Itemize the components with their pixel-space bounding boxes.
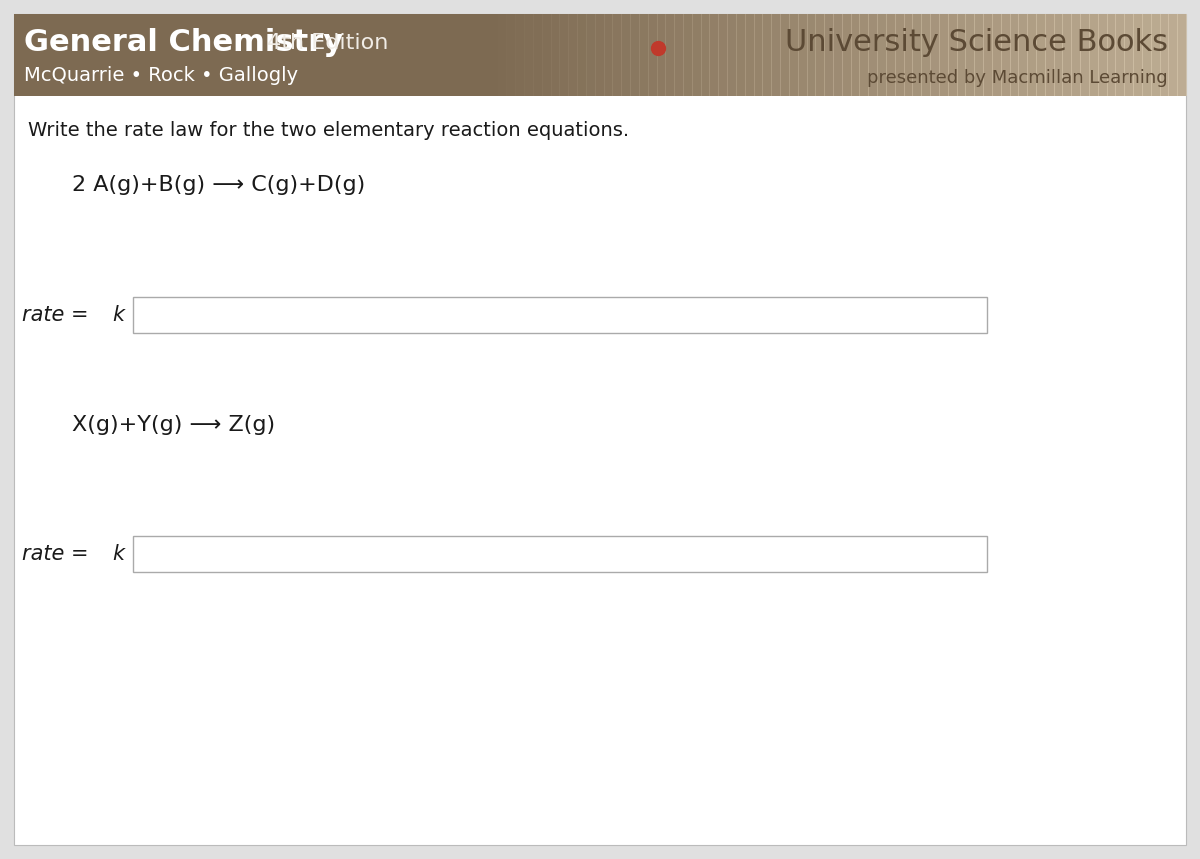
Bar (904, 14, 913, 96)
Bar (824, 14, 834, 96)
Bar (488, 14, 499, 96)
Bar (983, 14, 992, 96)
Bar (745, 14, 755, 96)
Bar (956, 14, 966, 96)
Bar (559, 14, 569, 96)
Bar (1062, 14, 1073, 96)
Bar (656, 14, 666, 96)
Bar (506, 14, 516, 96)
Bar (842, 14, 852, 96)
Bar (1169, 14, 1178, 96)
Bar (1036, 14, 1046, 96)
Bar (974, 14, 984, 96)
Bar (859, 14, 869, 96)
Bar (674, 14, 684, 96)
Bar (1001, 14, 1010, 96)
Bar (815, 14, 826, 96)
Bar (727, 14, 737, 96)
Bar (14, 14, 1186, 96)
Bar (1080, 14, 1090, 96)
Bar (1177, 14, 1187, 96)
Bar (1098, 14, 1108, 96)
Bar (948, 14, 958, 96)
Bar (524, 14, 534, 96)
Bar (691, 14, 702, 96)
Bar (930, 14, 940, 96)
Bar (736, 14, 745, 96)
Bar (480, 14, 490, 96)
Bar (622, 14, 631, 96)
Text: rate =: rate = (22, 305, 95, 325)
Bar (992, 14, 1002, 96)
Bar (1124, 14, 1134, 96)
Bar (586, 14, 595, 96)
Bar (709, 14, 719, 96)
Bar (1019, 14, 1028, 96)
Bar (533, 14, 542, 96)
Text: rate =: rate = (22, 544, 95, 564)
Bar (1142, 14, 1152, 96)
Bar (648, 14, 658, 96)
Bar (638, 14, 649, 96)
Bar (1151, 14, 1160, 96)
Bar (877, 14, 887, 96)
Text: 4th Edition: 4th Edition (260, 33, 389, 52)
Bar (595, 14, 605, 96)
Bar (133, 297, 986, 333)
Text: 2 A(g)+B(g) ⟶ C(g)+D(g): 2 A(g)+B(g) ⟶ C(g)+D(g) (72, 175, 365, 195)
Bar (788, 14, 799, 96)
Bar (780, 14, 790, 96)
Bar (938, 14, 949, 96)
Bar (886, 14, 895, 96)
Bar (1072, 14, 1081, 96)
Bar (577, 14, 587, 96)
Bar (1116, 14, 1126, 96)
Text: k: k (112, 544, 124, 564)
Bar (1159, 14, 1169, 96)
Text: University Science Books: University Science Books (785, 28, 1168, 58)
Bar (806, 14, 816, 96)
Text: General Chemistry: General Chemistry (24, 28, 343, 58)
Bar (683, 14, 692, 96)
Bar (498, 14, 508, 96)
Bar (922, 14, 931, 96)
Bar (133, 536, 986, 572)
Bar (719, 14, 728, 96)
Text: k: k (112, 305, 124, 325)
Bar (1009, 14, 1019, 96)
Text: Write the rate law for the two elementary reaction equations.: Write the rate law for the two elementar… (28, 120, 629, 139)
Bar (630, 14, 640, 96)
Bar (869, 14, 878, 96)
Bar (1088, 14, 1099, 96)
Text: presented by Macmillan Learning: presented by Macmillan Learning (868, 69, 1168, 87)
Bar (1106, 14, 1116, 96)
Bar (833, 14, 842, 96)
Bar (612, 14, 623, 96)
Bar (851, 14, 860, 96)
Bar (541, 14, 552, 96)
Bar (1045, 14, 1055, 96)
Bar (912, 14, 923, 96)
Bar (569, 14, 578, 96)
Bar (762, 14, 773, 96)
Bar (772, 14, 781, 96)
Bar (551, 14, 560, 96)
Bar (604, 14, 613, 96)
Bar (701, 14, 710, 96)
Bar (515, 14, 526, 96)
Text: McQuarrie • Rock • Gallogly: McQuarrie • Rock • Gallogly (24, 66, 298, 85)
Bar (1027, 14, 1037, 96)
Bar (1133, 14, 1142, 96)
Bar (798, 14, 808, 96)
Bar (665, 14, 676, 96)
Bar (965, 14, 976, 96)
Bar (895, 14, 905, 96)
Bar (754, 14, 763, 96)
Bar (1054, 14, 1063, 96)
Text: X(g)+Y(g) ⟶ Z(g): X(g)+Y(g) ⟶ Z(g) (72, 415, 275, 435)
